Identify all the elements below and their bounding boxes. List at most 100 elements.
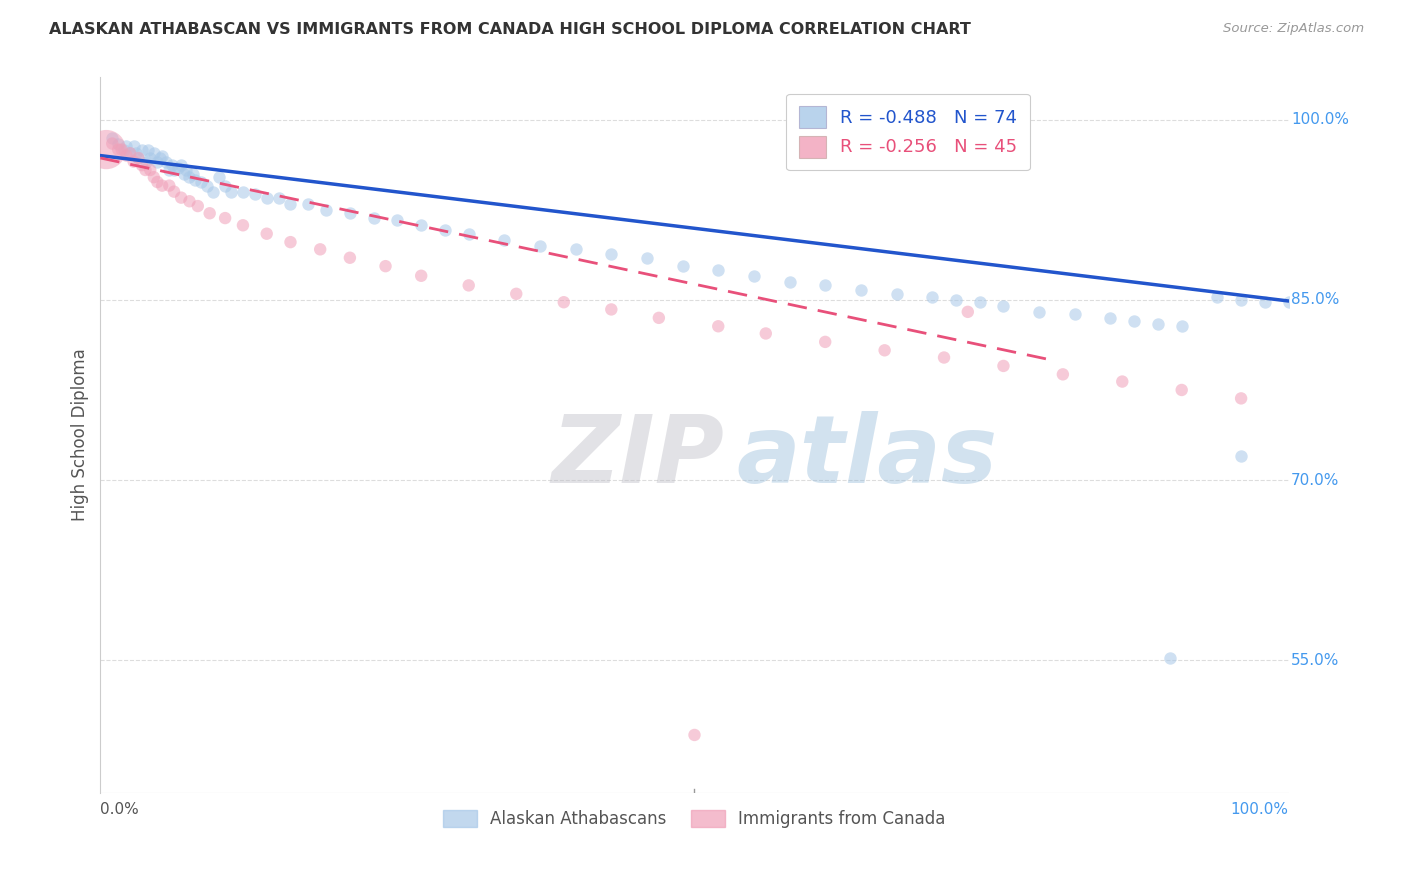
Point <box>1206 290 1229 304</box>
Point <box>886 286 908 301</box>
Point <box>814 278 837 293</box>
Point <box>648 310 671 325</box>
Point <box>374 259 396 273</box>
Point <box>107 143 129 157</box>
Text: atlas: atlas <box>737 410 997 502</box>
Point <box>115 148 138 162</box>
Point <box>636 251 658 265</box>
Point <box>139 151 162 165</box>
Point <box>166 161 188 175</box>
Point <box>184 172 207 186</box>
Point <box>993 359 1015 373</box>
Point <box>146 154 169 169</box>
Point <box>600 247 623 261</box>
Point <box>921 290 943 304</box>
Point <box>127 151 149 165</box>
Point <box>163 185 186 199</box>
Point <box>339 206 361 220</box>
Point <box>150 148 173 162</box>
Point <box>1111 375 1133 389</box>
Point <box>1230 392 1253 406</box>
Point <box>202 185 225 199</box>
Point <box>174 163 197 178</box>
Point <box>179 194 201 209</box>
Text: 55.0%: 55.0% <box>1291 653 1340 668</box>
Point <box>142 146 165 161</box>
Point <box>309 243 332 257</box>
Point <box>170 158 193 172</box>
Point <box>505 286 527 301</box>
Point <box>179 170 201 185</box>
Text: ALASKAN ATHABASCAN VS IMMIGRANTS FROM CANADA HIGH SCHOOL DIPLOMA CORRELATION CHA: ALASKAN ATHABASCAN VS IMMIGRANTS FROM CA… <box>49 22 972 37</box>
Point <box>120 146 142 161</box>
Point <box>198 206 221 220</box>
Point <box>1099 310 1122 325</box>
Point <box>683 728 706 742</box>
Point <box>1230 449 1253 463</box>
Point <box>131 143 153 157</box>
Point <box>494 233 516 247</box>
Point <box>411 268 433 283</box>
Point <box>1052 368 1074 382</box>
Point <box>600 302 623 317</box>
Text: Source: ZipAtlas.com: Source: ZipAtlas.com <box>1223 22 1364 36</box>
Y-axis label: High School Diploma: High School Diploma <box>72 349 89 522</box>
Point <box>214 211 236 225</box>
Point <box>363 211 385 225</box>
Point <box>1230 293 1253 307</box>
Point <box>387 213 409 227</box>
Point <box>945 293 967 307</box>
Point <box>125 146 148 161</box>
Point <box>707 262 730 277</box>
Point <box>849 283 872 297</box>
Point <box>529 238 551 252</box>
Point <box>208 170 231 185</box>
Point <box>1063 307 1085 321</box>
Point <box>993 299 1015 313</box>
Point <box>457 227 479 241</box>
Point <box>1147 317 1170 331</box>
Point <box>120 146 142 161</box>
Point <box>107 136 129 151</box>
Point <box>187 199 209 213</box>
Point <box>170 191 193 205</box>
Point <box>134 154 156 169</box>
Point <box>1254 295 1277 310</box>
Point <box>157 178 180 193</box>
Point <box>146 175 169 189</box>
Point <box>142 170 165 185</box>
Point <box>433 223 456 237</box>
Point <box>267 191 290 205</box>
Point <box>457 278 479 293</box>
Point <box>181 167 204 181</box>
Point <box>873 343 896 358</box>
Point <box>101 130 124 145</box>
Point <box>553 295 575 310</box>
Point <box>672 259 695 273</box>
Point <box>112 143 135 157</box>
Point <box>190 175 212 189</box>
Point <box>1028 305 1050 319</box>
Point <box>1159 651 1181 665</box>
Point <box>131 158 153 172</box>
Point <box>564 243 586 257</box>
Point <box>411 219 433 233</box>
Point <box>122 154 145 169</box>
Text: 100.0%: 100.0% <box>1230 802 1289 817</box>
Point <box>122 139 145 153</box>
Point <box>160 158 183 172</box>
Point <box>256 191 278 205</box>
Point <box>214 178 236 193</box>
Point <box>157 163 180 178</box>
Point <box>932 351 955 365</box>
Point <box>149 151 172 165</box>
Point <box>280 196 302 211</box>
Point <box>1170 383 1192 397</box>
Point <box>163 163 186 178</box>
Point <box>339 251 361 265</box>
Point <box>111 143 134 157</box>
Text: 100.0%: 100.0% <box>1291 112 1348 127</box>
Point <box>969 295 991 310</box>
Point <box>243 187 266 202</box>
Legend: Alaskan Athabascans, Immigrants from Canada: Alaskan Athabascans, Immigrants from Can… <box>437 803 952 834</box>
